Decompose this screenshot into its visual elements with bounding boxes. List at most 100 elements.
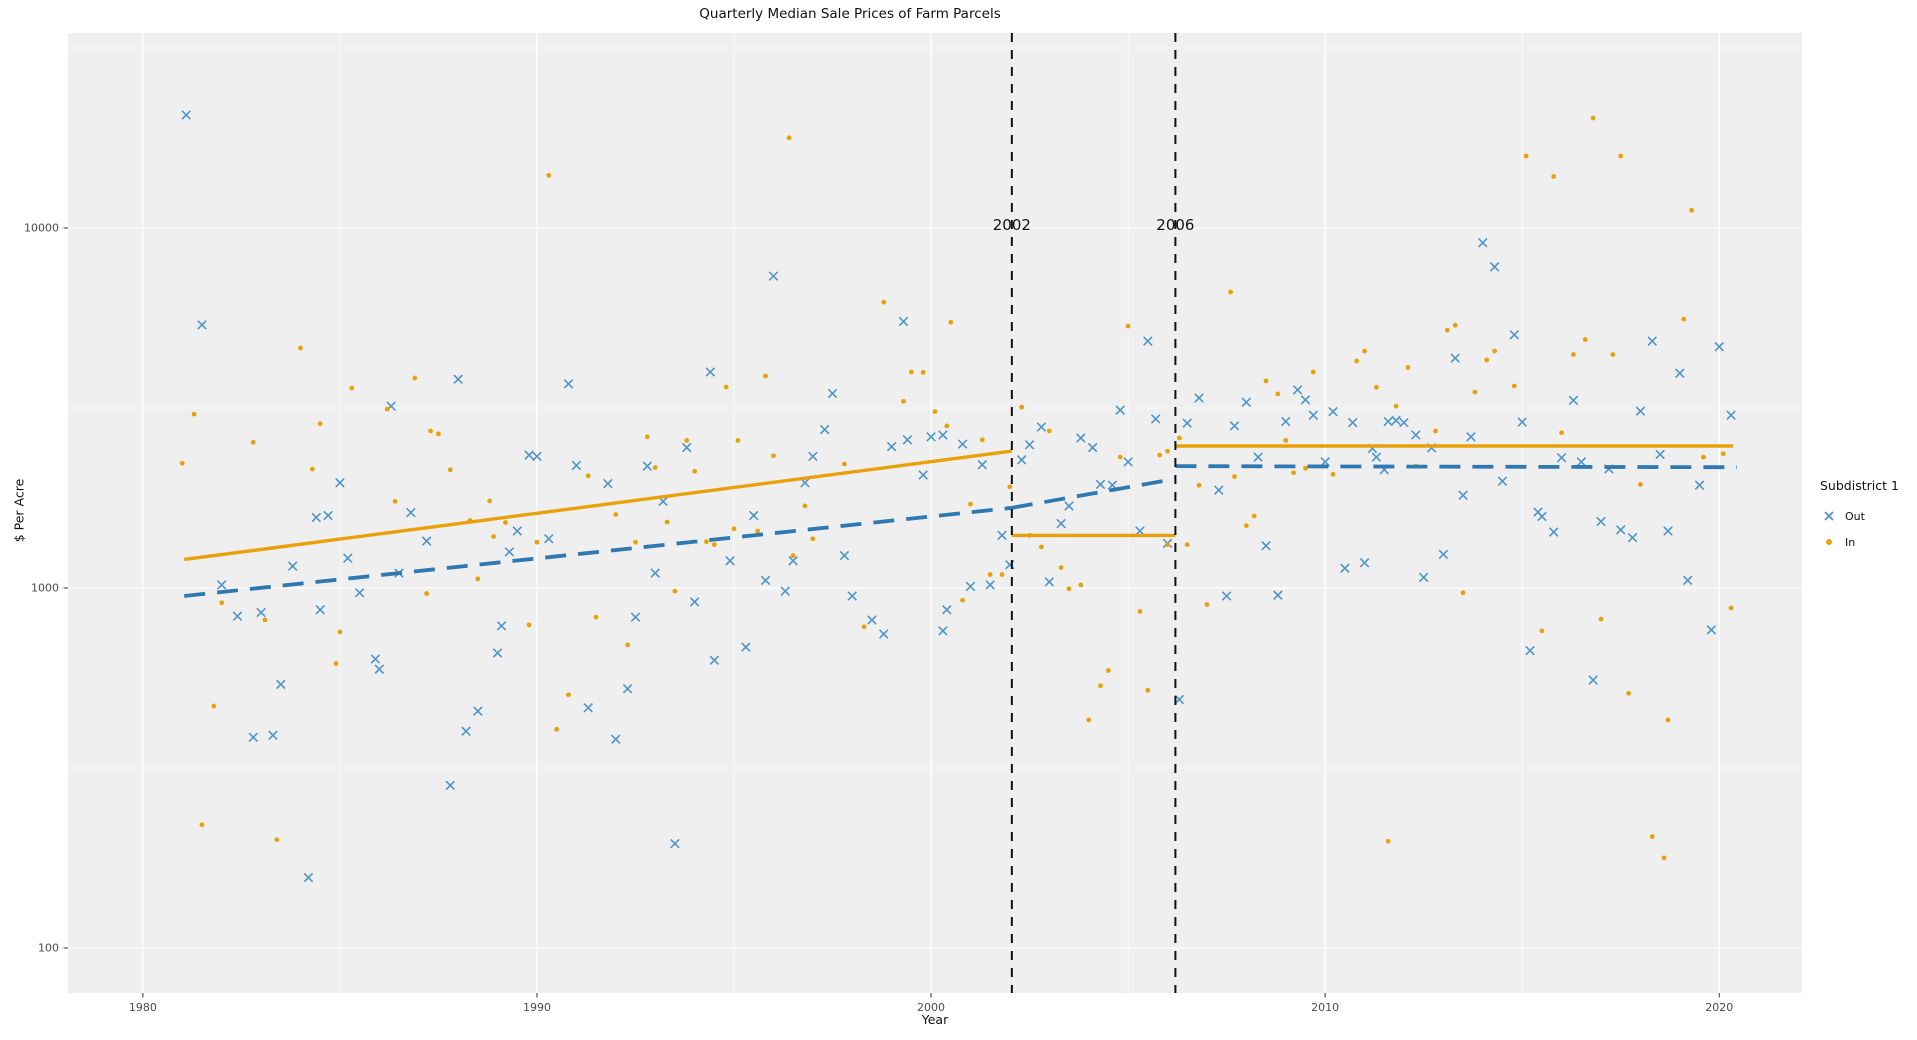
scatter-point-out bbox=[1221, 591, 1232, 601]
scatter-point-in bbox=[1433, 428, 1438, 434]
scatter-point-out bbox=[902, 435, 913, 445]
scatter-point-out bbox=[1438, 549, 1449, 560]
plot-panel bbox=[68, 33, 1802, 993]
scatter-point-in bbox=[1393, 403, 1399, 409]
scatter-point-out bbox=[445, 780, 456, 791]
scatter-point-in bbox=[191, 411, 197, 417]
scatter-point-out bbox=[524, 450, 534, 460]
scatter-point-out bbox=[642, 461, 653, 471]
scatter-point-out bbox=[1143, 336, 1153, 346]
scatter-point-out bbox=[1706, 625, 1717, 635]
scatter-point-out bbox=[827, 388, 838, 399]
scatter-point-out bbox=[965, 581, 976, 592]
scatter-point-in bbox=[1232, 474, 1237, 479]
legend-item-out: Out bbox=[1820, 503, 1899, 529]
scatter-point-in bbox=[1571, 352, 1576, 357]
scatter-point-in bbox=[1086, 717, 1092, 723]
scatter-point-out bbox=[1627, 532, 1638, 543]
scatter-point-in bbox=[1665, 717, 1671, 723]
scatter-point-out bbox=[1359, 558, 1370, 568]
scatter-point-out bbox=[1391, 415, 1401, 426]
scatter-point-out bbox=[544, 534, 554, 544]
scatter-point-out bbox=[1095, 479, 1106, 490]
scatter-point-in bbox=[613, 512, 619, 517]
scatter-point-in bbox=[1157, 452, 1163, 458]
scatter-point-out bbox=[532, 451, 542, 462]
scatter-point-in bbox=[1661, 855, 1667, 861]
scatter-point-out bbox=[181, 110, 191, 120]
scatter-point-out bbox=[1682, 575, 1693, 586]
scatter-point-out bbox=[1064, 501, 1074, 511]
scatter-point-out bbox=[918, 470, 928, 480]
scatter-point-in bbox=[1362, 348, 1367, 354]
scatter-point-in bbox=[1184, 542, 1190, 547]
scatter-point-in bbox=[1165, 448, 1170, 454]
scatter-point-in bbox=[1626, 690, 1631, 696]
scatter-point-in bbox=[424, 591, 430, 596]
scatter-point-in bbox=[704, 539, 709, 545]
scatter-point-out bbox=[1024, 439, 1035, 450]
scatter-point-in bbox=[944, 423, 950, 429]
scatter-point-in bbox=[861, 624, 867, 630]
x-tick-label: 2000 bbox=[917, 1001, 945, 1014]
scatter-point-in bbox=[1559, 430, 1565, 436]
scatter-point-out bbox=[1280, 416, 1291, 427]
scatter-point-in bbox=[1251, 513, 1257, 519]
scatter-point-out bbox=[1056, 518, 1066, 529]
scatter-point-out bbox=[492, 648, 503, 658]
scatter-point-in bbox=[763, 373, 768, 379]
scatter-point-out bbox=[1347, 417, 1358, 428]
scatter-point-out bbox=[681, 442, 692, 453]
scatter-point-out bbox=[1115, 405, 1125, 415]
scatter-point-out bbox=[1478, 237, 1488, 248]
scatter-point-out bbox=[1466, 432, 1476, 442]
scatter-point-in bbox=[1720, 451, 1726, 457]
scatter-point-in bbox=[250, 439, 256, 445]
scatter-point-in bbox=[211, 703, 217, 709]
scatter-point-out bbox=[1596, 516, 1606, 527]
scatter-point-in bbox=[979, 437, 985, 443]
scatter-point-out bbox=[1517, 417, 1527, 427]
trend-line-out-segment-3 bbox=[1175, 464, 1737, 470]
scatter-point-in bbox=[802, 503, 808, 509]
y-tick-label: 10000 bbox=[24, 221, 59, 234]
scatter-point-out bbox=[839, 550, 850, 561]
scatter-point-out bbox=[1044, 577, 1055, 587]
scatter-point-out bbox=[563, 379, 574, 389]
scatter-point-in bbox=[1283, 438, 1289, 443]
scatter-point-out bbox=[1273, 590, 1283, 600]
scatter-point-out bbox=[1489, 262, 1500, 272]
scatter-point-out bbox=[1261, 541, 1271, 551]
scatter-point-in bbox=[1019, 404, 1025, 410]
scatter-point-in bbox=[491, 534, 497, 539]
scatter-point-in bbox=[412, 375, 418, 381]
scatter-point-out bbox=[1123, 457, 1133, 467]
scatter-point-out bbox=[1675, 368, 1685, 378]
scatter-point-out bbox=[232, 611, 243, 621]
scatter-point-out bbox=[268, 730, 278, 740]
scatter-point-out bbox=[780, 586, 791, 596]
scatter-point-out bbox=[938, 626, 948, 636]
scatter-point-in bbox=[1539, 628, 1545, 634]
scatter-point-out bbox=[1300, 395, 1311, 405]
scatter-point-in bbox=[1444, 327, 1450, 333]
scatter-point-out bbox=[343, 553, 353, 563]
scatter-point-in bbox=[503, 520, 508, 525]
scatter-point-out bbox=[1340, 563, 1350, 573]
scatter-point-in bbox=[262, 617, 268, 623]
scatter-point-in bbox=[1452, 322, 1458, 328]
scatter-point-out bbox=[335, 478, 345, 488]
scatter-point-out bbox=[1615, 525, 1626, 535]
scatter-point-out bbox=[1399, 417, 1409, 428]
scatter-point-in bbox=[1551, 174, 1557, 179]
scatter-point-in bbox=[392, 498, 398, 504]
scatter-point-in bbox=[652, 465, 658, 470]
scatter-point-out bbox=[197, 320, 207, 330]
scatter-point-out bbox=[1253, 452, 1263, 462]
dot-marker-glyph bbox=[1826, 539, 1832, 545]
scatter-point-in bbox=[968, 501, 973, 507]
scatter-point-in bbox=[1405, 364, 1411, 370]
scatter-point-in bbox=[1291, 470, 1297, 476]
scatter-point-in bbox=[298, 345, 303, 351]
